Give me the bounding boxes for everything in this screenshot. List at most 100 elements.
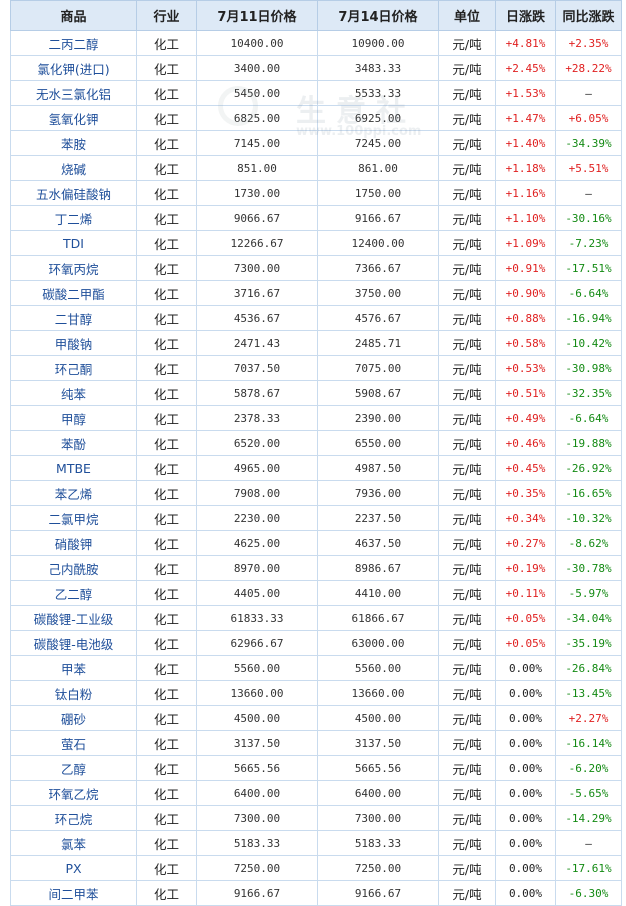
unit-cell: 元/吨 [438,705,496,731]
unit-cell: 元/吨 [438,505,496,531]
commodity-name-link[interactable]: 二氯甲烷 [10,505,137,531]
header-yoy-change[interactable]: 同比涨跌 [555,0,622,31]
commodity-name-link[interactable]: 二甘醇 [10,305,137,331]
commodity-name-link[interactable]: 钛白粉 [10,680,137,706]
table-row: 己内酰胺 化工 8970.00 8986.67 元/吨 +0.19% -30.78% [10,555,622,581]
daily-change-cell: +1.16% [495,180,556,206]
commodity-name-link[interactable]: 烧碱 [10,155,137,181]
yoy-change-cell: +2.35% [555,30,622,56]
commodity-name-link[interactable]: 纯苯 [10,380,137,406]
commodity-name-link[interactable]: 二丙二醇 [10,30,137,56]
price-jul11-cell: 2378.33 [196,405,318,431]
yoy-change-cell: -10.42% [555,330,622,356]
industry-cell: 化工 [136,230,197,256]
commodity-name-link[interactable]: 丁二烯 [10,205,137,231]
commodity-name-link[interactable]: 环氧丙烷 [10,255,137,281]
commodity-name-link[interactable]: 萤石 [10,730,137,756]
price-jul14-cell: 3483.33 [317,55,439,81]
commodity-name-link[interactable]: 乙醇 [10,755,137,781]
yoy-change-cell: -34.39% [555,130,622,156]
price-jul11-cell: 7145.00 [196,130,318,156]
table-row: 五水偏硅酸钠 化工 1730.00 1750.00 元/吨 +1.16% — [10,180,622,206]
price-jul11-cell: 62966.67 [196,630,318,656]
commodity-name-link[interactable]: 氯化钾(进口) [10,55,137,81]
header-price-jul14[interactable]: 7月14日价格 [317,0,439,31]
commodity-name-link[interactable]: 氯苯 [10,830,137,856]
price-jul14-cell: 13660.00 [317,680,439,706]
yoy-change-cell: +5.51% [555,155,622,181]
unit-cell: 元/吨 [438,455,496,481]
commodity-name-link[interactable]: 苯酚 [10,430,137,456]
table-row: 烧碱 化工 851.00 861.00 元/吨 +1.18% +5.51% [10,155,622,181]
unit-cell: 元/吨 [438,755,496,781]
unit-cell: 元/吨 [438,105,496,131]
unit-cell: 元/吨 [438,680,496,706]
yoy-change-cell: -13.45% [555,680,622,706]
commodity-name-link[interactable]: 碳酸二甲酯 [10,280,137,306]
industry-cell: 化工 [136,680,197,706]
table-row: 苯胺 化工 7145.00 7245.00 元/吨 +1.40% -34.39% [10,130,622,156]
commodity-name-link[interactable]: 氢氧化钾 [10,105,137,131]
commodity-name-link[interactable]: 环氧乙烷 [10,780,137,806]
commodity-name-link[interactable]: 乙二醇 [10,580,137,606]
commodity-name-link[interactable]: 间二甲苯 [10,880,137,906]
unit-cell: 元/吨 [438,530,496,556]
daily-change-cell: +4.81% [495,30,556,56]
commodity-name-link[interactable]: 五水偏硅酸钠 [10,180,137,206]
yoy-change-cell: -26.84% [555,655,622,681]
commodity-name-link[interactable]: TDI [10,230,137,256]
table-row: 硼砂 化工 4500.00 4500.00 元/吨 0.00% +2.27% [10,705,622,731]
daily-change-cell: 0.00% [495,655,556,681]
commodity-name-link[interactable]: 环己烷 [10,805,137,831]
header-unit[interactable]: 单位 [438,0,496,31]
commodity-name-link[interactable]: 硼砂 [10,705,137,731]
price-jul11-cell: 61833.33 [196,605,318,631]
unit-cell: 元/吨 [438,655,496,681]
price-jul14-cell: 7936.00 [317,480,439,506]
daily-change-cell: +0.19% [495,555,556,581]
header-daily-change[interactable]: 日涨跌 [495,0,556,31]
table-row: 环氧丙烷 化工 7300.00 7366.67 元/吨 +0.91% -17.51% [10,255,622,281]
daily-change-cell: +0.58% [495,330,556,356]
commodity-name-link[interactable]: 硝酸钾 [10,530,137,556]
daily-change-cell: 0.00% [495,680,556,706]
daily-change-cell: 0.00% [495,755,556,781]
header-industry[interactable]: 行业 [136,0,197,31]
industry-cell: 化工 [136,780,197,806]
price-jul14-cell: 5560.00 [317,655,439,681]
commodity-name-link[interactable]: 苯乙烯 [10,480,137,506]
commodity-name-link[interactable]: 甲醇 [10,405,137,431]
commodity-name-link[interactable]: 环己酮 [10,355,137,381]
commodity-name-link[interactable]: 己内酰胺 [10,555,137,581]
daily-change-cell: +0.11% [495,580,556,606]
daily-change-cell: 0.00% [495,855,556,881]
commodity-name-link[interactable]: 甲酸钠 [10,330,137,356]
unit-cell: 元/吨 [438,630,496,656]
commodity-name-link[interactable]: 甲苯 [10,655,137,681]
table-row: PX 化工 7250.00 7250.00 元/吨 0.00% -17.61% [10,855,622,881]
daily-change-cell: 0.00% [495,805,556,831]
table-row: 环己酮 化工 7037.50 7075.00 元/吨 +0.53% -30.98% [10,355,622,381]
daily-change-cell: +0.45% [495,455,556,481]
commodity-name-link[interactable]: 碳酸锂-电池级 [10,630,137,656]
table-row: 甲酸钠 化工 2471.43 2485.71 元/吨 +0.58% -10.42% [10,330,622,356]
commodity-name-link[interactable]: PX [10,855,137,881]
commodity-name-link[interactable]: MTBE [10,455,137,481]
header-price-jul11[interactable]: 7月11日价格 [196,0,318,31]
daily-change-cell: +0.27% [495,530,556,556]
commodity-name-link[interactable]: 苯胺 [10,130,137,156]
commodity-name-link[interactable]: 无水三氯化铝 [10,80,137,106]
yoy-change-cell: -17.61% [555,855,622,881]
yoy-change-cell: -16.94% [555,305,622,331]
price-jul11-cell: 10400.00 [196,30,318,56]
commodity-name-link[interactable]: 碳酸锂-工业级 [10,605,137,631]
yoy-change-cell: -5.97% [555,580,622,606]
price-jul14-cell: 861.00 [317,155,439,181]
price-jul14-cell: 5665.56 [317,755,439,781]
header-commodity[interactable]: 商品 [10,0,137,31]
industry-cell: 化工 [136,855,197,881]
daily-change-cell: 0.00% [495,880,556,906]
unit-cell: 元/吨 [438,280,496,306]
price-jul14-cell: 2237.50 [317,505,439,531]
daily-change-cell: +0.49% [495,405,556,431]
